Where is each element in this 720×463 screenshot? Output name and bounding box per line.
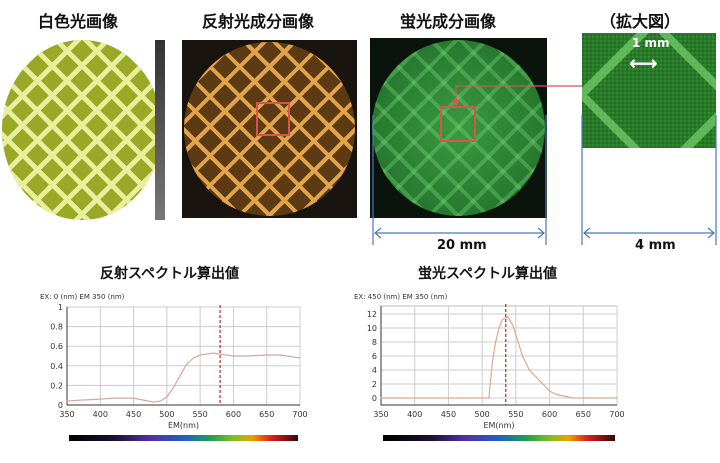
data-point (279, 354, 281, 356)
y-tick-label: 10 (367, 324, 377, 333)
y-tick-label: 0.6 (50, 342, 63, 351)
data-point (555, 393, 557, 396)
data-point (192, 357, 195, 359)
title-white-light: 白色光画像 (38, 12, 119, 31)
data-point (232, 355, 235, 357)
data-point (179, 375, 181, 377)
data-point (542, 383, 544, 385)
reflect-image (182, 40, 357, 218)
x-tick-label: 450 (441, 410, 456, 419)
title-zoom: （拡大図） (600, 12, 681, 31)
data-point (535, 376, 537, 378)
y-tick-label: 0 (372, 394, 377, 403)
double-arrow-icon: ⟷ (629, 51, 658, 75)
image-edge (155, 40, 165, 220)
data-point (132, 397, 135, 399)
x-tick-label: 600 (226, 410, 241, 419)
white-light-image (2, 40, 162, 220)
data-point (113, 397, 115, 399)
dim-20mm-label: 20 mm (437, 238, 487, 253)
y-tick-label: 1 (58, 303, 63, 312)
x-tick-label: 550 (193, 410, 208, 419)
data-point (199, 354, 201, 356)
x-tick-label: 500 (475, 410, 490, 419)
data-point (299, 357, 301, 359)
data-point (515, 334, 517, 336)
y-tick-label: 2 (372, 380, 377, 389)
data-point (166, 396, 168, 398)
data-point (142, 399, 145, 401)
data-point (491, 362, 493, 364)
data-point (511, 323, 514, 326)
data-point (266, 354, 268, 356)
data-point (572, 397, 574, 399)
zoom-image: 1 mm ⟷ (582, 33, 716, 148)
plot-area (66, 306, 301, 406)
x-tick-label: 700 (609, 410, 624, 419)
y-tick-label: 0.8 (50, 323, 63, 332)
y-tick-label: 4 (372, 366, 377, 375)
dimension-4mm (581, 115, 717, 245)
x-tick-label: 500 (159, 410, 174, 419)
data-point (616, 397, 618, 399)
x-tick-label: 450 (126, 410, 141, 419)
title-reflect: 反射光成分画像 (202, 12, 315, 31)
spectrum-color-bar (383, 435, 615, 441)
x-axis-label: EM(nm) (483, 421, 514, 430)
data-point (172, 386, 175, 388)
data-point (522, 355, 524, 357)
arrow-head-icon (452, 100, 460, 107)
fluor-image (370, 38, 547, 218)
chart1-title: 反射スペクトル算出値 (100, 266, 240, 282)
data-point (219, 353, 221, 355)
data-point (507, 316, 509, 318)
roi-box (440, 106, 476, 142)
data-point (380, 397, 382, 399)
x-tick-label: 650 (259, 410, 274, 419)
data-point (159, 400, 161, 402)
title-fluor: 蛍光成分画像 (400, 12, 497, 31)
data-point (99, 398, 101, 400)
data-point (212, 352, 215, 354)
data-point (186, 363, 188, 365)
y-tick-label: 8 (372, 338, 377, 347)
data-point (548, 390, 551, 392)
x-tick-label: 600 (542, 410, 557, 419)
data-point (495, 341, 497, 343)
x-tick-label: 350 (59, 410, 74, 419)
x-tick-label: 400 (93, 410, 108, 419)
x-tick-label: 400 (407, 410, 422, 419)
scale-label: 1 mm (632, 36, 670, 50)
data-point (66, 400, 68, 402)
data-point (501, 319, 503, 321)
y-tick-label: 0.4 (50, 362, 63, 371)
data-point (528, 369, 530, 371)
data-point (488, 397, 490, 399)
data-point (152, 401, 155, 403)
roi-box (256, 102, 290, 136)
chart2-title: 蛍光スペクトル算出値 (418, 266, 558, 282)
y-tick-label: 12 (367, 310, 377, 319)
chart-subtitle: EX: 450 (nm) EM 350 (nm) (354, 293, 448, 301)
y-tick-label: 0.2 (50, 381, 63, 390)
x-tick-label: 650 (576, 410, 591, 419)
spectrum-color-bar (69, 435, 298, 441)
x-tick-label: 350 (373, 410, 388, 419)
data-point (498, 327, 500, 329)
x-tick-label: 700 (292, 410, 307, 419)
dim-4mm-label: 4 mm (635, 238, 676, 253)
connector-line (455, 85, 582, 104)
y-tick-label: 0 (58, 401, 63, 410)
x-tick-label: 550 (508, 410, 523, 419)
y-tick-label: 6 (372, 352, 377, 361)
data-point (79, 399, 81, 401)
data-point (246, 355, 248, 357)
x-axis-label: EM(nm) (168, 421, 199, 430)
dimension-20mm (372, 115, 547, 245)
chart-subtitle: EX: 0 (nm) EM 350 (nm) (40, 293, 125, 301)
